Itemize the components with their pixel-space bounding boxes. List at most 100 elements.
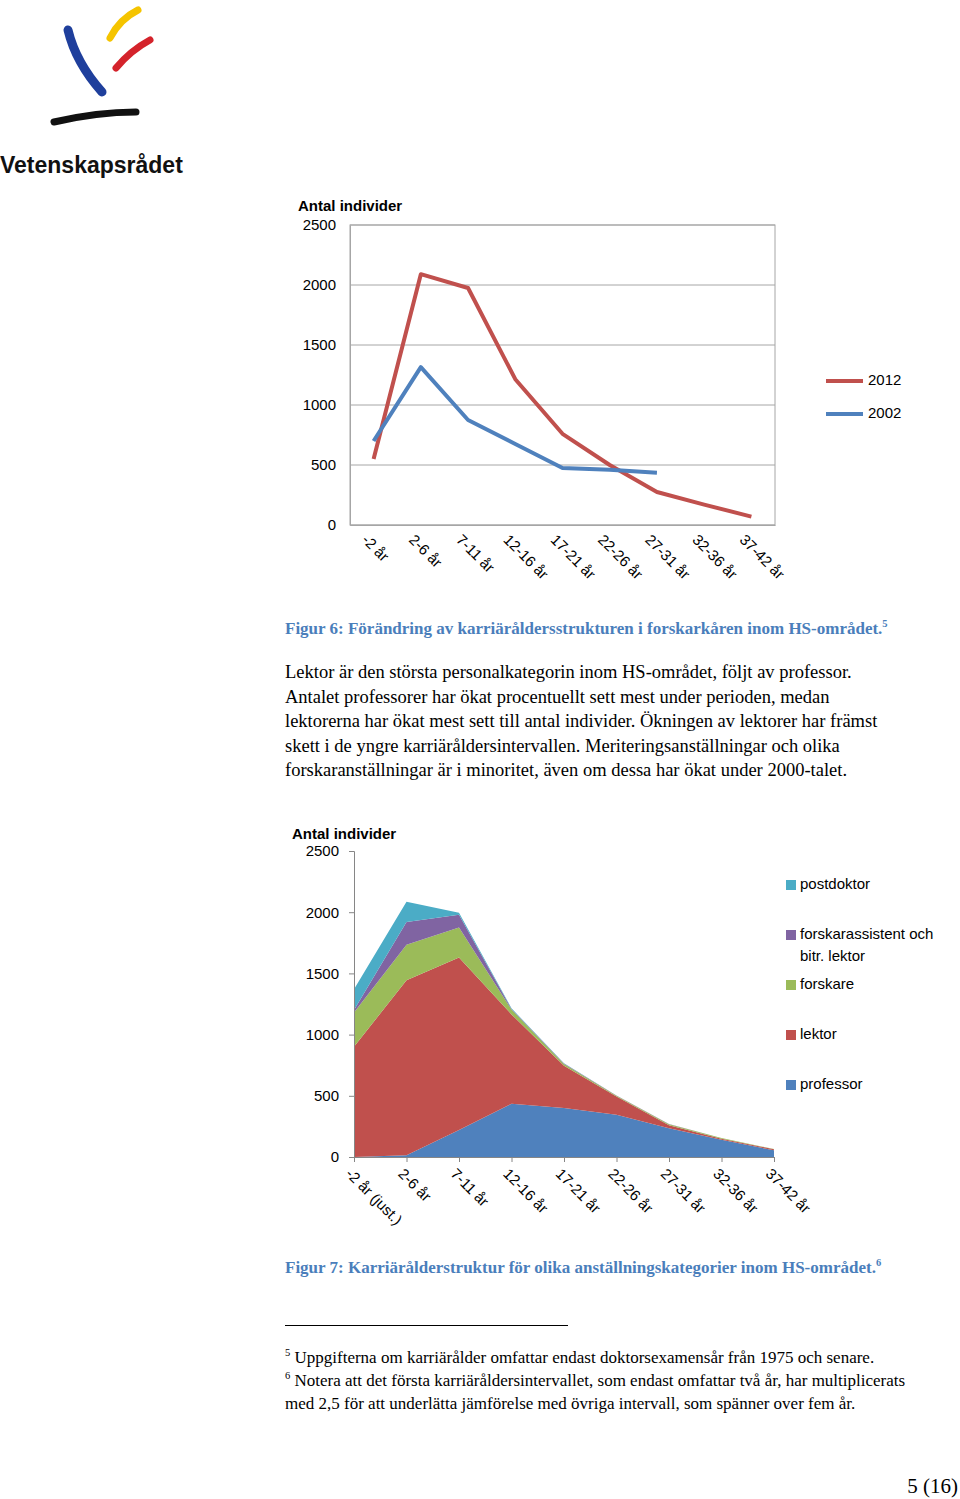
legend-item: postdoktor	[786, 875, 870, 892]
tick-mark	[349, 973, 354, 974]
tick: 17-21 år	[548, 525, 600, 582]
tick-mark	[774, 1157, 775, 1162]
tick-mark	[349, 851, 354, 852]
caption-text: Figur 6: Förändring av karriäråldersstru…	[285, 619, 882, 638]
legend-label: lektor	[800, 1025, 837, 1042]
footnote-number: 5	[285, 1347, 290, 1358]
tick-label: 500	[314, 1087, 339, 1104]
tick: 27-31 år	[642, 525, 694, 582]
legend: postdoktor forskarassistent ochbitr. lekt…	[786, 875, 933, 1092]
legend-label: forskare	[800, 975, 854, 992]
y-axis: 0 500 1000 1500 2000 2500	[303, 216, 351, 533]
tick: 2500	[306, 842, 354, 859]
area	[354, 902, 774, 1149]
logo-red	[116, 40, 150, 68]
axis-line	[351, 525, 776, 526]
tick-mark	[407, 1157, 408, 1162]
chart: 05001000150020002500-2 år2-6 år7-11 år12…	[0, 180, 960, 600]
chart: 0 500 1000 1500 2000 2500 -2 år (just.)2-6 år7…	[0, 815, 960, 1245]
tick: 7-11 år	[453, 525, 498, 576]
footnote: 5 Uppgifterna om karriärålder omfattar e…	[285, 1346, 910, 1369]
grid-line	[350, 285, 775, 286]
tick-mark	[349, 912, 354, 913]
tick-mark	[617, 1157, 618, 1162]
organization: Vetenskapsrådet	[0, 152, 183, 179]
x-axis: -2 år (just.)2-6 år7-11 år12-16 år17-21 …	[343, 1157, 815, 1228]
tick: 2000	[306, 904, 354, 921]
logo-black	[54, 112, 136, 122]
footnote-rule	[285, 1325, 568, 1326]
line	[374, 367, 657, 473]
tick-label: 0	[331, 1148, 339, 1165]
legend-item: 2002	[826, 404, 901, 421]
legend: 2012 2002	[826, 371, 901, 421]
legend-item: lektor	[786, 1025, 837, 1042]
marks	[354, 902, 774, 1157]
tick: 2000	[303, 276, 350, 293]
legend-swatch	[826, 412, 863, 416]
tick-label: 2500	[303, 216, 336, 233]
tick: 0	[328, 516, 350, 533]
legend-label: forskarassistent ochbitr. lektor	[800, 925, 933, 964]
grid-line	[350, 345, 775, 346]
area	[354, 915, 774, 1149]
axis-line	[350, 226, 351, 526]
tick: 1500	[306, 965, 354, 982]
tick-label: 22-26 år	[605, 1165, 657, 1217]
tick-label: -2 år	[359, 531, 393, 565]
tick-label: 27-31 år	[642, 531, 694, 583]
tick-label: 2-6 år	[406, 531, 446, 571]
tick: 1000	[306, 1026, 354, 1043]
tick-label: 1500	[306, 965, 339, 982]
tick-label: 37-42 år	[737, 531, 789, 583]
tick: 1000	[303, 396, 350, 413]
tick: 1500	[303, 336, 350, 353]
tick: -2 år (just.)	[343, 1157, 406, 1228]
legend-item: forskare	[786, 975, 854, 992]
grid-line	[350, 465, 775, 466]
tick: 17-21 år	[553, 1157, 605, 1216]
area	[354, 928, 774, 1150]
footnote: 6 Notera att det första karriäråldersint…	[285, 1369, 910, 1415]
plot-frame	[350, 225, 775, 525]
tick-mark	[349, 1096, 354, 1097]
logo-blue	[68, 30, 102, 92]
grid	[350, 225, 775, 525]
tick-label: 1500	[303, 336, 336, 353]
tick-mark	[349, 1035, 354, 1036]
tick-mark	[354, 1157, 355, 1162]
tick-label: 17-21 år	[553, 1165, 605, 1217]
caption-text: Figur 7: Karriärålderstruktur för olika …	[285, 1258, 876, 1277]
tick-label: 22-26 år	[595, 531, 647, 583]
footnote-text: Uppgifterna om karriärålder omfattar end…	[295, 1348, 875, 1367]
footnote-ref: 5	[882, 618, 887, 629]
tick-label: 2-6 år	[395, 1165, 435, 1205]
page-number: 5 (16)	[907, 1474, 958, 1499]
legend-label: professor	[800, 1075, 863, 1092]
marks	[374, 274, 752, 516]
tick: -2 år	[359, 525, 393, 565]
legend-item: forskarassistent ochbitr. lektor	[786, 925, 933, 964]
tick: 2-6 år	[395, 1157, 435, 1205]
tick-label: 2500	[306, 842, 339, 859]
tick-mark	[349, 1157, 354, 1158]
legend-label: 2012	[868, 371, 901, 388]
logo-yellow	[110, 10, 138, 38]
tick-mark	[722, 1157, 723, 1162]
tick: 2500	[303, 216, 350, 233]
x-axis: -2 år2-6 år7-11 år12-16 år17-21 år22-26 …	[351, 525, 789, 582]
footnote-number: 6	[285, 1370, 290, 1381]
tick-label: 27-31 år	[658, 1165, 710, 1217]
tick-label: 32-36 år	[689, 531, 741, 583]
legend-swatch	[786, 880, 796, 890]
grid-line	[350, 405, 775, 406]
tick: 37-42 år	[737, 525, 789, 582]
tick-label: 500	[311, 456, 336, 473]
y-axis: 0 500 1000 1500 2000 2500	[306, 842, 355, 1165]
caption: Figur 7: Karriärålderstruktur för olika …	[285, 1258, 881, 1278]
tick-label: 0	[328, 516, 336, 533]
tick-label: 2000	[306, 904, 339, 921]
legend-swatch	[786, 1080, 796, 1090]
footnote-text: Notera att det första karriäråldersinter…	[285, 1371, 905, 1413]
legend-label: postdoktor	[800, 875, 870, 892]
